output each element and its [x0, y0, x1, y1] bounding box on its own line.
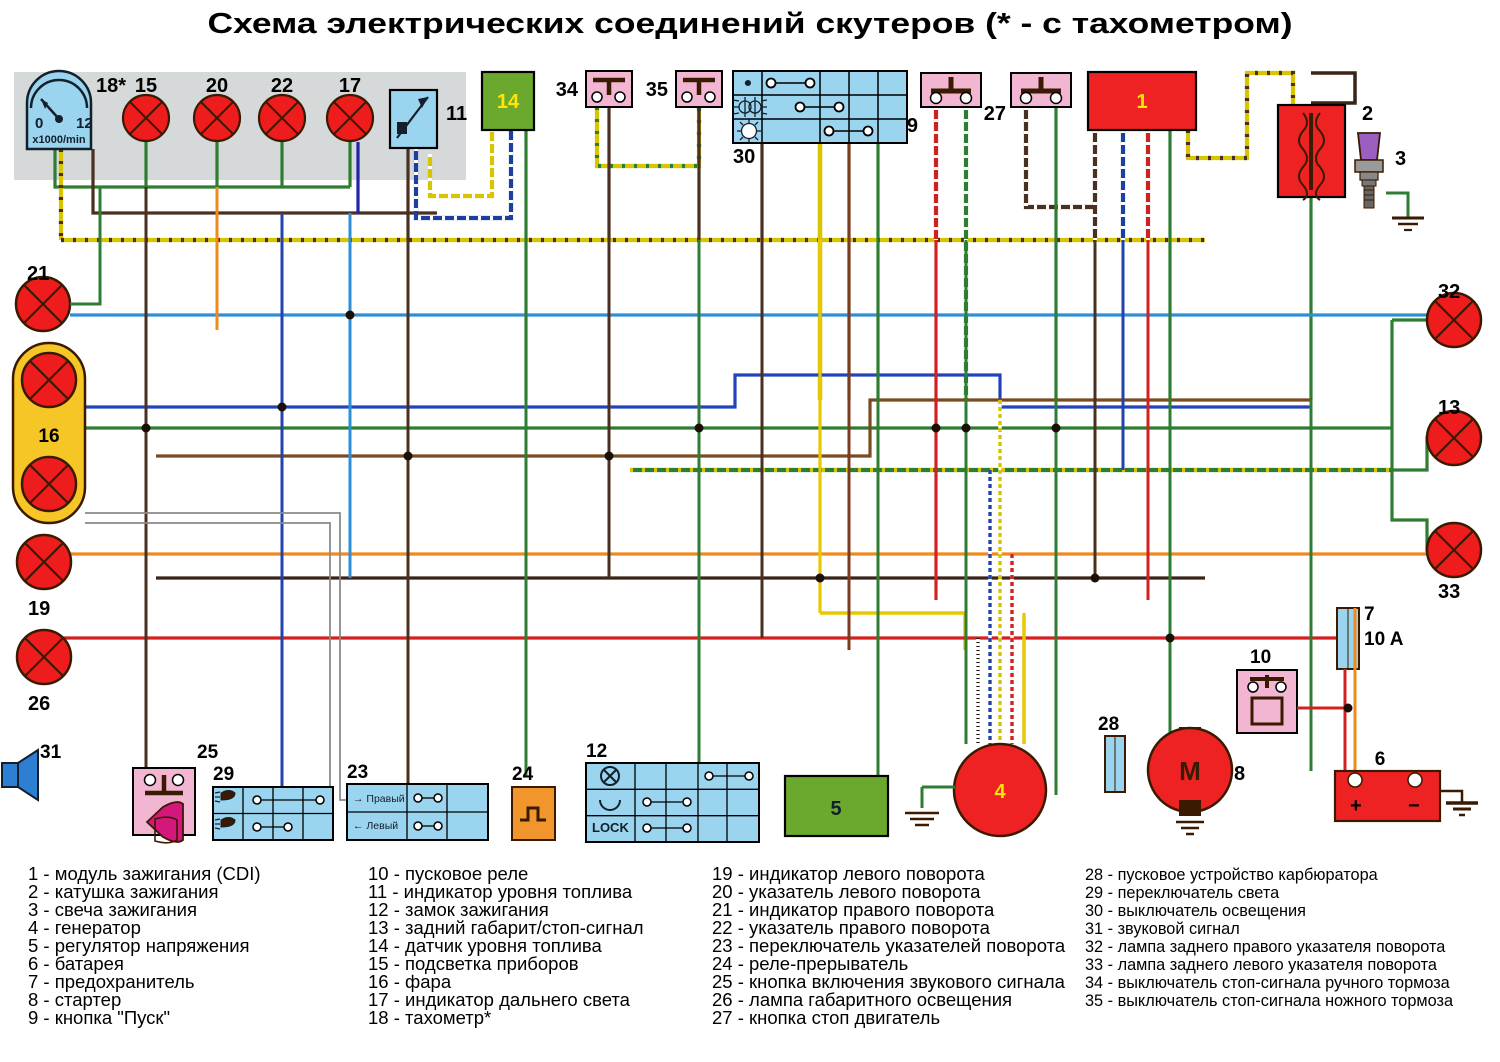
svg-text:20: 20 [206, 75, 228, 97]
svg-text:35: 35 [646, 79, 668, 101]
svg-text:33 - лампа заднего левого указ: 33 - лампа заднего левого указателя пово… [1085, 956, 1438, 974]
svg-text:6: 6 [1375, 749, 1386, 770]
svg-text:26: 26 [28, 693, 50, 715]
svg-text:33: 33 [1438, 581, 1460, 603]
svg-text:12: 12 [76, 115, 93, 132]
svg-text:30 - выключатель освещения: 30 - выключатель освещения [1085, 902, 1306, 920]
svg-text:35 - выключатель стоп-сигнала: 35 - выключатель стоп-сигнала ножного то… [1085, 992, 1454, 1010]
svg-text:12: 12 [586, 741, 607, 762]
svg-text:13: 13 [1438, 397, 1460, 419]
svg-text:← Левый: ← Левый [353, 820, 398, 832]
svg-text:LOCK: LOCK [592, 820, 629, 835]
svg-text:10: 10 [1250, 647, 1271, 668]
svg-text:→ Правый: → Правый [353, 793, 405, 805]
svg-text:25: 25 [197, 742, 219, 763]
svg-text:23: 23 [347, 762, 368, 783]
svg-text:3: 3 [1395, 148, 1406, 170]
svg-text:14: 14 [497, 91, 520, 113]
svg-text:18*: 18* [96, 75, 126, 97]
svg-text:32: 32 [1438, 281, 1460, 303]
svg-text:5: 5 [830, 798, 841, 820]
svg-text:10 A: 10 A [1364, 629, 1404, 650]
svg-text:M: M [1179, 756, 1201, 786]
svg-text:0: 0 [35, 115, 43, 132]
svg-text:+: + [1350, 795, 1362, 817]
svg-text:18 - тахометр*: 18 - тахометр* [368, 1007, 491, 1028]
svg-text:27: 27 [984, 103, 1006, 125]
svg-text:34: 34 [556, 79, 579, 101]
svg-text:7: 7 [1364, 604, 1375, 625]
svg-text:11: 11 [446, 103, 467, 125]
svg-text:4: 4 [994, 781, 1006, 803]
svg-text:28 - пусковое устройство карбю: 28 - пусковое устройство карбюратора [1085, 866, 1379, 884]
svg-text:27 - кнопка стоп двигатель: 27 - кнопка стоп двигатель [712, 1007, 940, 1028]
svg-text:9: 9 [907, 115, 918, 137]
svg-text:17: 17 [339, 75, 361, 97]
svg-text:29 - переключатель света: 29 - переключатель света [1085, 884, 1280, 902]
svg-text:28: 28 [1098, 714, 1119, 735]
svg-text:−: − [1408, 795, 1420, 817]
svg-text:30: 30 [733, 146, 755, 168]
svg-text:19: 19 [28, 598, 50, 620]
svg-text:22: 22 [271, 75, 293, 97]
svg-text:34 - выключатель стоп-сигнала: 34 - выключатель стоп-сигнала ручного то… [1085, 974, 1451, 992]
svg-text:16: 16 [38, 426, 59, 447]
svg-text:2: 2 [1362, 103, 1373, 125]
svg-text:1: 1 [1136, 91, 1147, 113]
svg-text:31 - звуковой сигнал: 31 - звуковой сигнал [1085, 920, 1240, 938]
svg-text:31: 31 [40, 742, 62, 763]
svg-text:21: 21 [27, 263, 49, 285]
svg-text:15: 15 [135, 75, 157, 97]
svg-text:Схема электрических соединений: Схема электрических соединений скутеров … [208, 8, 1293, 40]
svg-text:24: 24 [512, 764, 534, 785]
svg-text:8: 8 [1234, 763, 1245, 785]
svg-text:9 - кнопка "Пуск": 9 - кнопка "Пуск" [28, 1007, 170, 1028]
svg-text:29: 29 [213, 764, 234, 785]
svg-text:32 - лампа заднего правого ука: 32 - лампа заднего правого указателя пов… [1085, 938, 1446, 956]
svg-text:x1000/min: x1000/min [32, 134, 85, 146]
